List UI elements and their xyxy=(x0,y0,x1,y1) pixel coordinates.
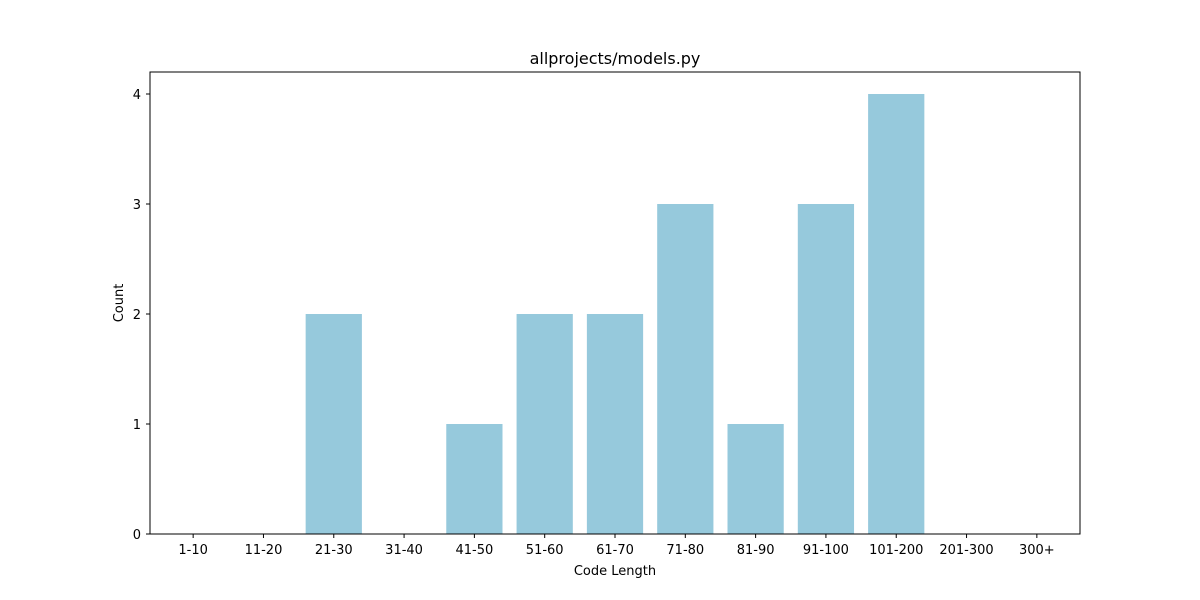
x-tick-label: 11-20 xyxy=(245,543,283,558)
bar-71-80 xyxy=(657,204,714,534)
x-tick-label: 61-70 xyxy=(596,543,634,558)
x-tick-label: 300+ xyxy=(1019,543,1055,558)
x-tick-label: 1-10 xyxy=(178,543,208,558)
bar-81-90 xyxy=(727,424,784,534)
y-axis-label: Count xyxy=(112,284,127,323)
y-axis: 0 1 2 3 4 xyxy=(133,88,150,543)
bar-21-30 xyxy=(305,314,362,534)
y-tick-label: 1 xyxy=(133,418,141,433)
y-tick-label: 3 xyxy=(133,198,141,213)
y-tick-label: 0 xyxy=(133,528,141,543)
x-tick-label: 201-300 xyxy=(939,543,993,558)
x-tick-label: 101-200 xyxy=(869,543,923,558)
x-tick-label: 31-40 xyxy=(385,543,423,558)
x-tick-label: 21-30 xyxy=(315,543,353,558)
x-tick-label: 51-60 xyxy=(526,543,564,558)
bar-101-200 xyxy=(868,94,925,534)
y-tick-label: 4 xyxy=(133,88,141,103)
x-tick-label: 91-100 xyxy=(803,543,849,558)
x-tick-label: 81-90 xyxy=(737,543,775,558)
x-tick-label: 71-80 xyxy=(666,543,704,558)
bar-91-100 xyxy=(797,204,855,534)
x-tick-label: 41-50 xyxy=(455,543,493,558)
bars-group xyxy=(305,94,925,534)
y-tick-label: 2 xyxy=(133,308,141,323)
chart-title: allprojects/models.py xyxy=(530,49,701,68)
bar-41-50 xyxy=(446,424,503,534)
x-axis-label: Code Length xyxy=(574,564,656,579)
x-axis: 1-10 11-20 21-30 31-40 41-50 51-60 61-70 71-80 8… xyxy=(178,534,1055,558)
bar-61-70 xyxy=(586,314,644,534)
bar-51-60 xyxy=(516,314,573,534)
